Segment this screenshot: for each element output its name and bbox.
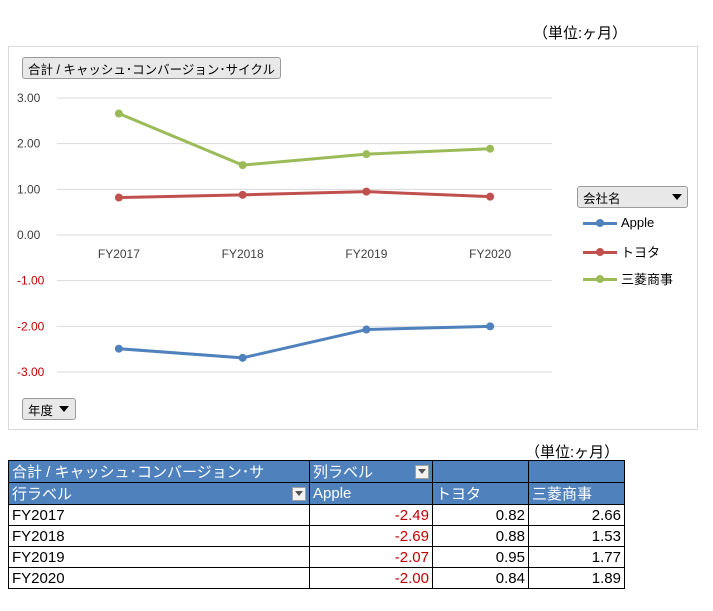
legend-swatch-mitsubishi xyxy=(583,274,617,284)
cell-value[interactable]: 0.95 xyxy=(432,546,529,568)
pivot-col-mitsubishi: 三菱商事 xyxy=(528,482,625,505)
dropdown-arrow-icon xyxy=(672,194,682,200)
pivot-col-label-text: 列ラベル xyxy=(313,464,374,481)
legend-field-label: 会社名 xyxy=(583,191,621,206)
row-label[interactable]: FY2018 xyxy=(8,525,310,547)
cell-value[interactable]: 0.84 xyxy=(432,567,529,589)
data-point xyxy=(362,325,371,334)
cell-value[interactable]: 0.88 xyxy=(432,525,529,547)
legend-swatch-toyota xyxy=(583,247,617,257)
data-point xyxy=(114,193,123,202)
legend-swatch-apple xyxy=(583,218,617,228)
legend-item-apple[interactable]: Apple xyxy=(583,215,654,230)
pivot-header-blank xyxy=(528,460,625,483)
data-point xyxy=(362,187,371,196)
data-point xyxy=(114,109,123,118)
x-tick-label: FY2018 xyxy=(222,247,264,261)
cell-value[interactable]: 1.89 xyxy=(528,567,625,589)
cell-value[interactable]: -2.49 xyxy=(309,504,433,526)
cell-value[interactable]: -2.69 xyxy=(309,525,433,547)
x-tick-label: FY2017 xyxy=(98,247,140,261)
unit-label-table: （単位:ヶ月） xyxy=(525,444,620,461)
cell-value[interactable]: 1.53 xyxy=(528,525,625,547)
x-tick-label: FY2020 xyxy=(469,247,511,261)
legend-item-toyota[interactable]: トヨタ xyxy=(583,242,660,261)
y-tick-label: -2.00 xyxy=(17,319,45,333)
column-filter-dropdown-icon[interactable] xyxy=(415,464,429,479)
table-row: FY2017 -2.49 0.82 2.66 xyxy=(8,504,625,526)
table-row: FY2020 -2.00 0.84 1.89 xyxy=(8,567,625,589)
pivot-chart[interactable]: 3.00 2.00 1.00 0.00 -1.00 -2.00 -3.00 FY2017 FY2… xyxy=(8,46,698,430)
cell-value[interactable]: 2.66 xyxy=(528,504,625,526)
pivot-col-label-header[interactable]: 列ラベル xyxy=(309,460,433,483)
y-tick-label: 0.00 xyxy=(17,228,41,242)
legend-label-toyota: トヨタ xyxy=(621,245,661,260)
table-row: FY2019 -2.07 0.95 1.77 xyxy=(8,546,625,568)
pivot-header-blank xyxy=(432,460,529,483)
legend-field-button[interactable]: 会社名 xyxy=(577,186,688,208)
cell-value[interactable]: -2.00 xyxy=(309,567,433,589)
y-tick-label: -3.00 xyxy=(17,365,45,379)
legend-label-mitsubishi: 三菱商事 xyxy=(621,272,674,287)
data-point xyxy=(238,190,247,199)
y-tick-label: 2.00 xyxy=(17,137,41,151)
row-label[interactable]: FY2019 xyxy=(8,546,310,568)
series-line xyxy=(117,112,492,167)
pivot-col-toyota: トヨタ xyxy=(432,482,529,505)
value-field-label: 合計 / キャッシュ･コンバージョン･サイクル xyxy=(28,62,276,77)
row-filter-dropdown-icon[interactable] xyxy=(292,486,306,501)
x-tick-label: FY2019 xyxy=(345,247,387,261)
cell-value[interactable]: 0.82 xyxy=(432,504,529,526)
unit-label-top: （単位:ヶ月） xyxy=(533,25,628,42)
axis-field-label: 年度 xyxy=(28,403,54,418)
cell-value[interactable]: 1.77 xyxy=(528,546,625,568)
pivot-value-field-header[interactable]: 合計 / キャッシュ･コンバージョン･サ xyxy=(8,460,310,483)
cell-value[interactable]: -2.07 xyxy=(309,546,433,568)
pivot-table: 合計 / キャッシュ･コンバージョン･サ 列ラベル 行ラベル Apple トヨタ… xyxy=(8,460,625,589)
y-tick-label: 1.00 xyxy=(17,182,41,196)
data-point xyxy=(486,192,495,201)
data-point xyxy=(238,353,247,362)
data-point xyxy=(362,150,371,159)
series-line xyxy=(117,190,492,200)
data-point xyxy=(114,344,123,353)
row-label[interactable]: FY2017 xyxy=(8,504,310,526)
pivot-header-row-1: 合計 / キャッシュ･コンバージョン･サ 列ラベル xyxy=(8,460,625,483)
row-label[interactable]: FY2020 xyxy=(8,567,310,589)
series-line xyxy=(117,324,492,360)
legend-label-apple: Apple xyxy=(621,215,655,230)
pivot-col-apple: Apple xyxy=(309,482,433,505)
chart-plot: 3.00 2.00 1.00 0.00 -1.00 -2.00 -3.00 FY2017 FY2… xyxy=(17,91,552,379)
table-row: FY2018 -2.69 0.88 1.53 xyxy=(8,525,625,547)
data-point xyxy=(238,161,247,170)
value-field-button[interactable]: 合計 / キャッシュ･コンバージョン･サイクル xyxy=(22,57,282,79)
dropdown-arrow-icon xyxy=(59,406,70,412)
axis-field-button[interactable]: 年度 xyxy=(22,398,76,420)
y-tick-label: -1.00 xyxy=(17,274,45,288)
data-point xyxy=(486,144,495,153)
pivot-row-label-text: 行ラベル xyxy=(12,486,73,503)
data-point xyxy=(486,322,495,331)
pivot-header-row-2: 行ラベル Apple トヨタ 三菱商事 xyxy=(8,482,625,505)
legend-item-mitsubishi[interactable]: 三菱商事 xyxy=(583,269,673,288)
y-tick-label: 3.00 xyxy=(17,91,41,105)
pivot-row-label-header[interactable]: 行ラベル xyxy=(8,482,310,505)
